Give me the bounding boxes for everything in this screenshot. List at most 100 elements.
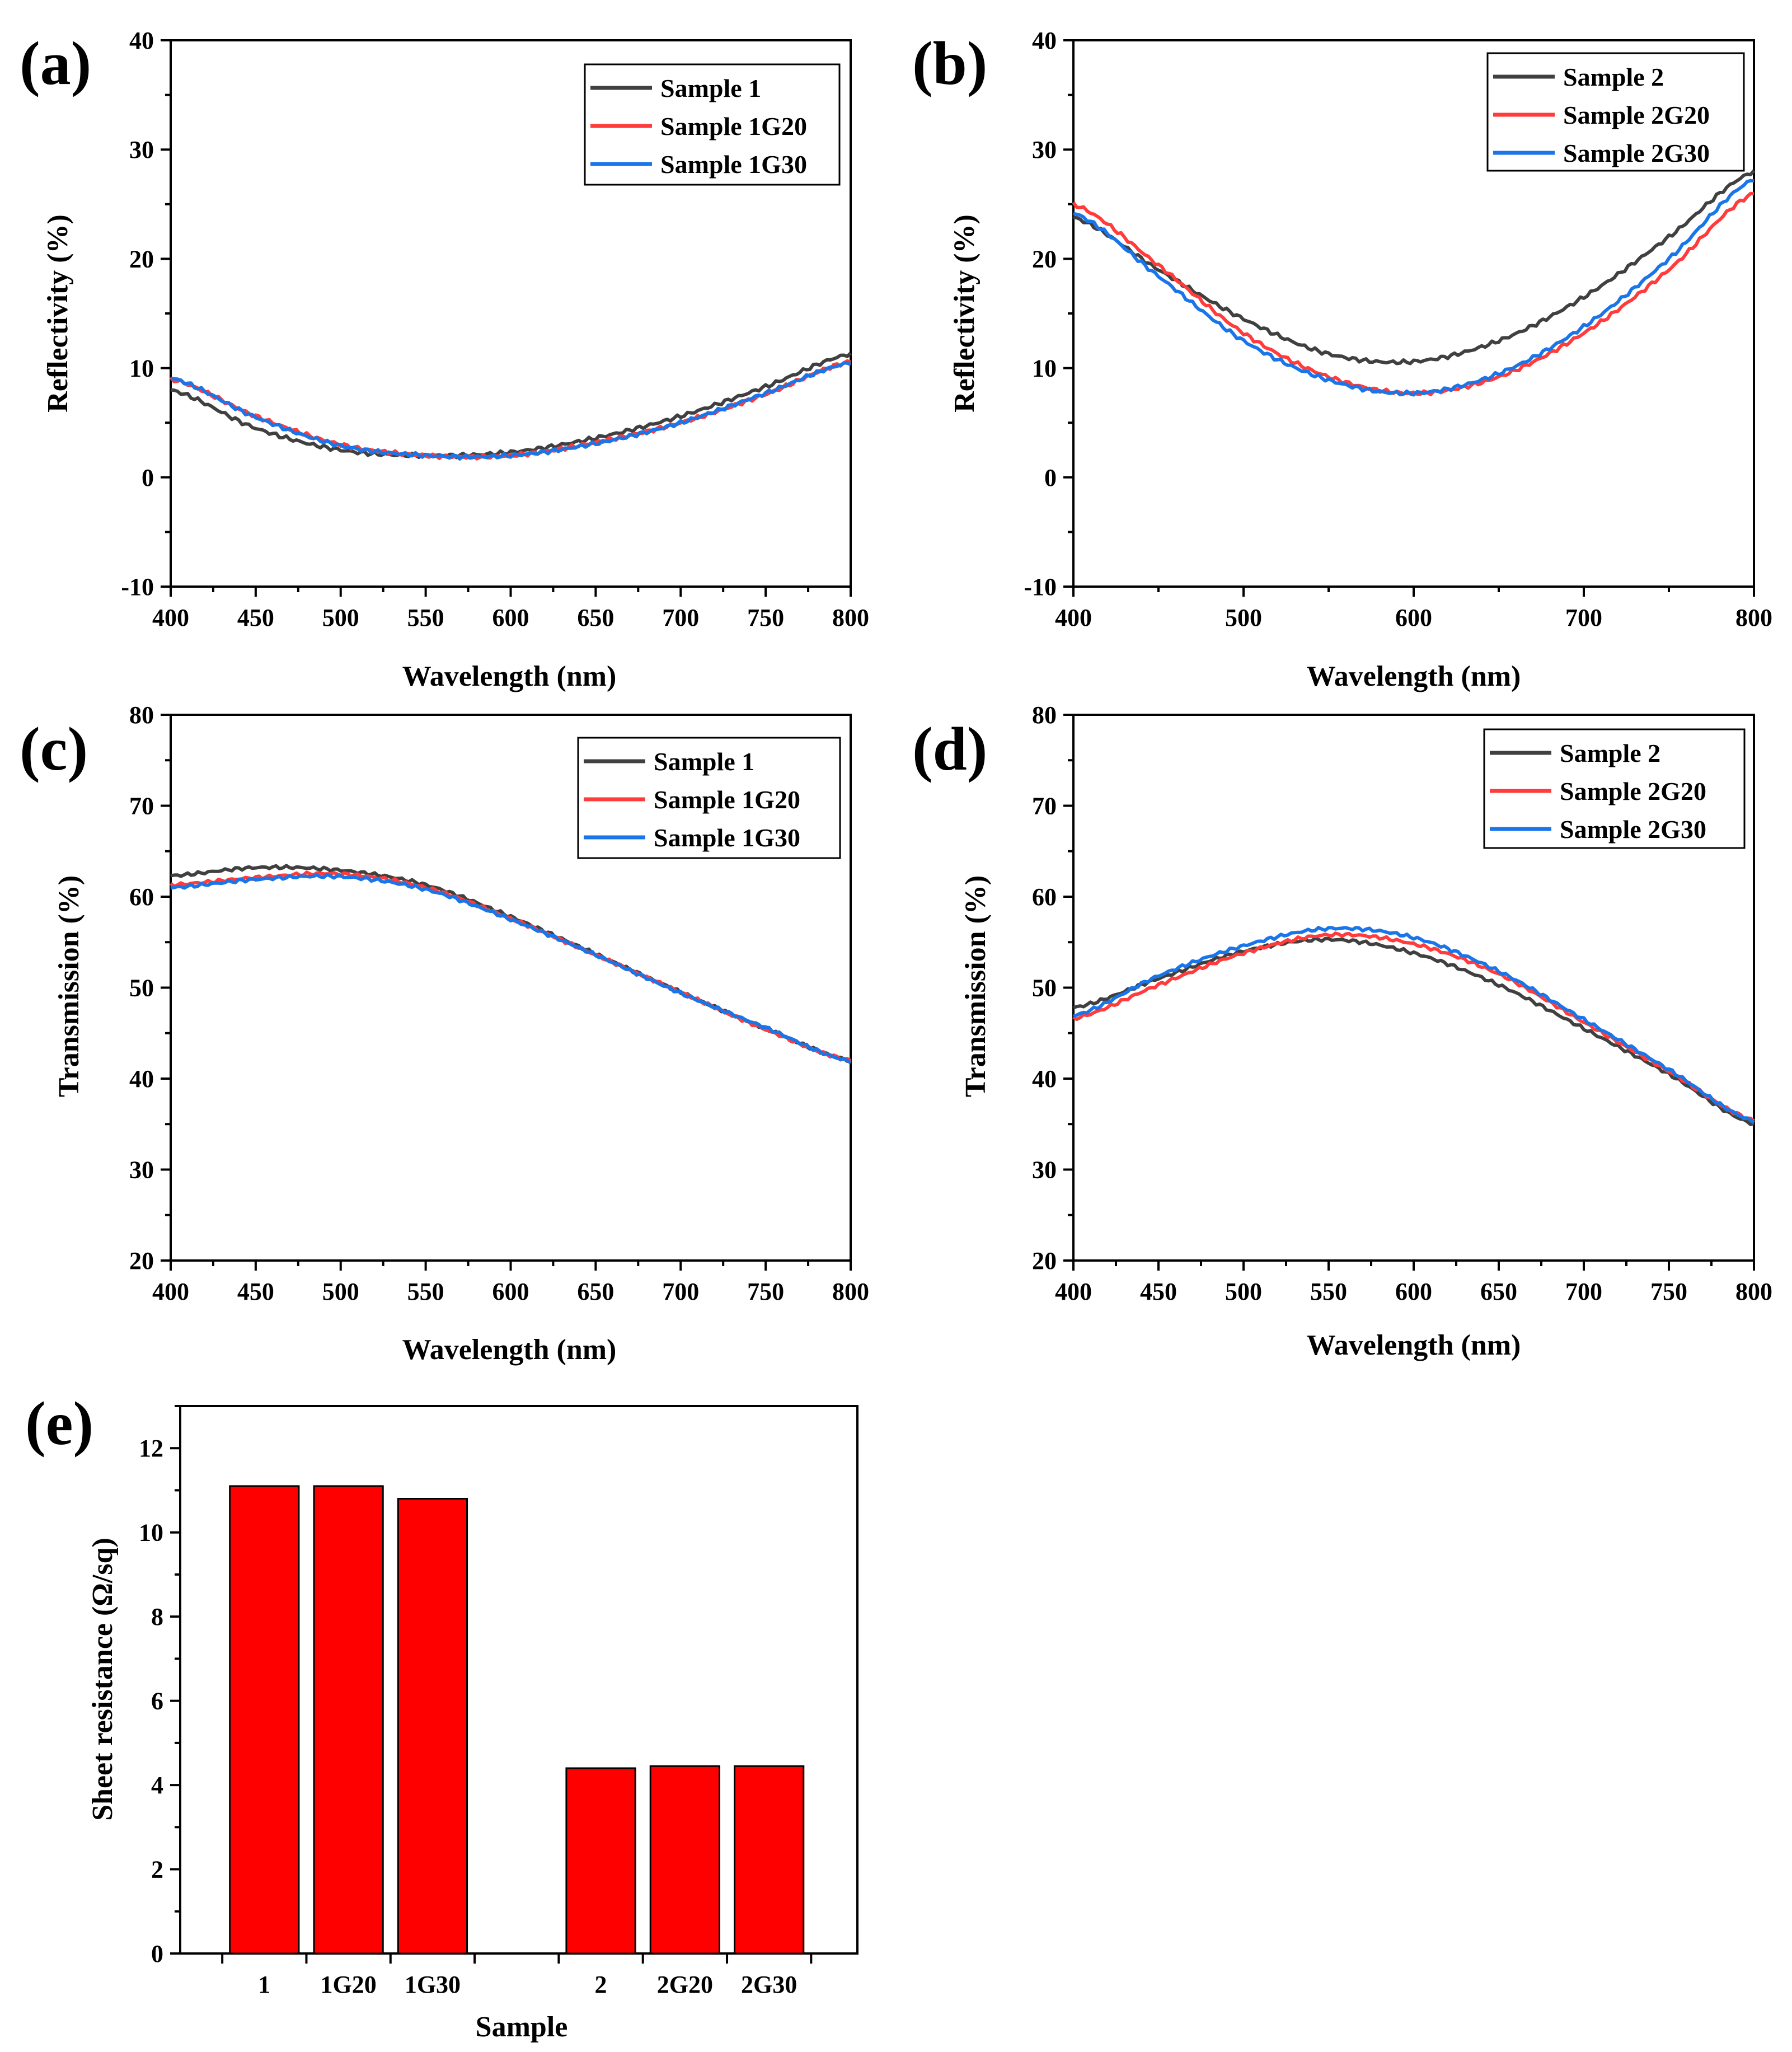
legend-label: Sample 2G30: [1560, 815, 1706, 844]
y-tick-label: 10: [1032, 355, 1057, 382]
x-tick-label: 450: [1140, 1278, 1177, 1305]
y-tick-label: 0: [142, 464, 154, 491]
y-tick-label: 30: [1032, 1156, 1057, 1184]
x-axis-title: Sample: [476, 2011, 568, 2043]
y-tick-label: 8: [151, 1603, 163, 1631]
y-tick-label: 0: [1044, 464, 1057, 491]
legend-label: Sample 1G30: [654, 823, 800, 852]
x-tick-label: 750: [1650, 1278, 1687, 1305]
legend-label: Sample 1G30: [660, 150, 807, 179]
x-tick-label: 600: [492, 1278, 529, 1305]
series-line-sample-1g20: [170, 870, 852, 1062]
bar-1g20: [313, 1485, 384, 1955]
x-tick-label: 400: [1055, 1278, 1092, 1305]
x-tick-label: 700: [1565, 604, 1602, 631]
y-tick-label: 40: [129, 1065, 154, 1093]
x-tick-label: 600: [492, 604, 529, 631]
panel-d: 400 450 500 550 600 650 700 750 800 20 30 40 50 60 70 8…: [912, 701, 1772, 1361]
y-tick-label: 50: [1032, 975, 1057, 1002]
panel-label: (c): [20, 715, 88, 783]
y-tick-label: 20: [1032, 245, 1057, 273]
x-tick-label: 2G20: [657, 1971, 713, 1998]
x-axis-title: Wavelength (nm): [402, 1334, 617, 1366]
x-tick-label: 2: [595, 1971, 607, 1998]
x-tick-label: 550: [1310, 1278, 1347, 1305]
series-line-sample-2: [1073, 169, 1756, 366]
panel-b: 400 500 600 700 800 -10 0 10 20 30 40 Wavelength (n…: [912, 27, 1772, 692]
panel-label: (b): [912, 29, 987, 97]
x-tick-label: 700: [662, 604, 699, 631]
x-tick-label: 750: [747, 604, 784, 631]
y-tick-label: 2: [151, 1856, 163, 1884]
x-tick-label: 550: [407, 1278, 444, 1305]
y-tick-label: 60: [1032, 883, 1057, 911]
x-tick-label: 750: [747, 1278, 784, 1305]
y-tick-label: 4: [151, 1772, 163, 1799]
x-axis-title: Wavelength (nm): [402, 660, 617, 692]
y-tick-label: 6: [151, 1688, 163, 1715]
y-tick-label: 10: [139, 1519, 163, 1547]
panel-e: 0 2 4 6 8 10 12 1 1G20 1G30 2 2G20 2G30 Sample Sheet r…: [25, 1389, 859, 2043]
y-tick-label: 80: [129, 701, 154, 729]
x-tick-label: 800: [832, 604, 869, 631]
x-tick-label: 400: [152, 604, 189, 631]
x-tick-label: 600: [1395, 1278, 1432, 1305]
y-tick-label: 12: [139, 1435, 163, 1462]
y-axis-title: Reflectivity (%): [949, 214, 981, 413]
y-axis-title: Sheet resistance (Ω/sq): [87, 1538, 119, 1821]
x-tick-label: 400: [1055, 604, 1092, 631]
x-tick-label: 650: [1480, 1278, 1517, 1305]
bar-2g20: [649, 1765, 720, 1955]
y-tick-label: 20: [1032, 1247, 1057, 1275]
x-tick-label: 600: [1395, 604, 1432, 631]
legend: Sample 2 Sample 2G20 Sample 2G30: [1483, 728, 1746, 849]
bar-2: [565, 1767, 636, 1955]
x-tick-label: 550: [407, 604, 444, 631]
x-axis-title: Wavelength (nm): [1307, 1329, 1521, 1361]
x-axis-title: Wavelength (nm): [1307, 660, 1521, 692]
legend-label: Sample 2: [1563, 63, 1664, 91]
x-tick-label: 450: [237, 604, 274, 631]
y-tick-label: 20: [129, 245, 154, 273]
x-tick-label: 450: [237, 1278, 274, 1305]
series-line-sample-1g20: [169, 359, 851, 461]
x-tick-label: 800: [1735, 1278, 1772, 1305]
series-line-sample-2g30: [1073, 926, 1755, 1125]
y-tick-label: 20: [129, 1247, 154, 1275]
x-tick-label: 650: [577, 604, 614, 631]
series-line-sample-1g30: [170, 361, 852, 461]
series-line-sample-1: [170, 864, 852, 1063]
x-tick-label: 500: [1225, 1278, 1262, 1305]
legend-label: Sample 2: [1560, 739, 1660, 767]
x-tick-label: 700: [1565, 1278, 1602, 1305]
y-tick-label: 30: [1032, 136, 1057, 163]
panel-c: 400 450 500 550 600 650 700 750 800 20 30 40 50 60 70 8…: [20, 701, 869, 1366]
x-tick-label: 400: [152, 1278, 189, 1305]
y-tick-label: 80: [1032, 701, 1057, 729]
x-tick-label: 500: [322, 1278, 359, 1305]
legend-label: Sample 2G20: [1563, 101, 1710, 129]
plot-frame: [179, 1405, 859, 1955]
y-tick-label: 50: [129, 975, 154, 1002]
y-tick-label: 30: [129, 1156, 154, 1184]
x-tick-label: 1: [258, 1971, 270, 1998]
x-tick-label: 800: [1735, 604, 1772, 631]
series-line-sample-2g30: [1073, 179, 1755, 397]
legend-label: Sample 1: [660, 74, 761, 102]
x-tick-label: 1G20: [321, 1971, 377, 1998]
y-tick-label: 0: [151, 1940, 163, 1967]
x-tick-label: 500: [1225, 604, 1262, 631]
panel-label: (a): [20, 29, 91, 97]
legend: Sample 1 Sample 1G20 Sample 1G30: [577, 737, 841, 859]
legend-label: Sample 2G30: [1563, 139, 1710, 167]
legend-label: Sample 1G20: [654, 785, 800, 814]
legend-label: Sample 1G20: [660, 112, 807, 140]
legend-label: Sample 1: [654, 747, 754, 776]
panel-label: (e): [25, 1389, 93, 1458]
legend: Sample 2 Sample 2G20 Sample 2G30: [1486, 52, 1745, 172]
y-tick-label: 60: [129, 883, 154, 911]
bar-2g30: [734, 1765, 805, 1955]
panel-label: (d): [912, 715, 987, 783]
series-line-sample-2g20: [1072, 931, 1755, 1122]
